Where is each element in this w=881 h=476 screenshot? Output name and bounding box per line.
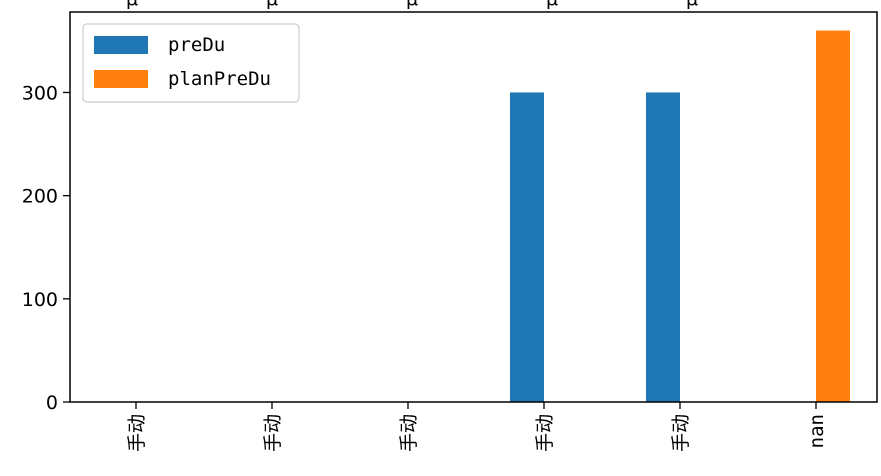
legend-swatch-planPreDu bbox=[94, 70, 148, 88]
clipped-title-fragment: μ bbox=[126, 0, 138, 10]
clipped-title-fragment: μ bbox=[406, 0, 418, 10]
legend-swatch-preDu bbox=[94, 36, 148, 54]
clipped-title-fragment: μ bbox=[546, 0, 558, 10]
clipped-title-fragment: μ bbox=[686, 0, 698, 10]
bar-preDu-3 bbox=[510, 92, 544, 402]
axes bbox=[69, 11, 878, 403]
bar-planPreDu-5 bbox=[816, 30, 850, 402]
y-tick-label: 100 bbox=[22, 289, 58, 311]
clipped-title-fragment: μ bbox=[266, 0, 278, 10]
x-tick-label: 手动 bbox=[534, 414, 556, 452]
x-tick-label: 手动 bbox=[126, 414, 148, 452]
legend-label-planPreDu: planPreDu bbox=[168, 68, 271, 90]
legend: preDu planPreDu bbox=[82, 23, 300, 103]
x-tick-label: nan bbox=[806, 414, 828, 448]
x-axis-ticks: 手动 手动 手动 手动 手动 nan bbox=[126, 402, 828, 452]
x-tick-label: 手动 bbox=[398, 414, 420, 452]
x-tick-label: 手动 bbox=[262, 414, 284, 452]
plot-frame bbox=[69, 11, 878, 403]
y-axis-ticks: 0 100 200 300 bbox=[22, 82, 70, 414]
y-tick-label: 200 bbox=[22, 186, 58, 208]
legend-label-preDu: preDu bbox=[168, 34, 225, 56]
bars bbox=[510, 30, 850, 402]
clipped-title-fragments: μμμμμ bbox=[126, 0, 698, 10]
y-tick-label: 0 bbox=[46, 392, 58, 414]
x-tick-label: 手动 bbox=[670, 414, 692, 452]
y-tick-label: 300 bbox=[22, 82, 58, 104]
bar-preDu-4 bbox=[646, 92, 680, 402]
